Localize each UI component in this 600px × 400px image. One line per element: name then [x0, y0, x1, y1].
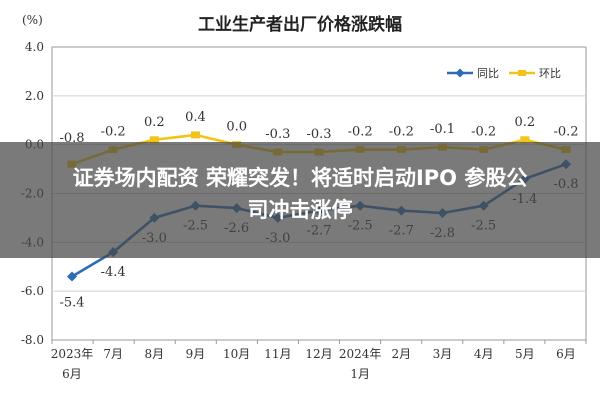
data-label: -0.2: [471, 125, 496, 140]
data-label: 0.4: [185, 110, 206, 125]
x-tick-label: 6月: [556, 347, 576, 361]
y-tick-label: 2.0: [25, 89, 44, 103]
chart-title: 工业生产者出厂价格涨跌幅: [198, 14, 402, 35]
data-label: -0.3: [306, 127, 331, 142]
x-tick-label: 11月: [264, 347, 291, 361]
data-label: -0.2: [101, 125, 126, 140]
x-tick-label: 9月: [186, 347, 206, 361]
x-tick-label: 8月: [145, 347, 165, 361]
data-label: -0.2: [553, 125, 578, 140]
y-tick-label: -6.0: [21, 284, 44, 298]
y-tick-label: -8.0: [21, 333, 44, 347]
data-point: [520, 136, 530, 144]
data-label: 0.2: [514, 115, 535, 130]
data-label: 0.2: [144, 115, 165, 130]
x-tick-label: 7月: [103, 347, 123, 361]
data-label: -0.2: [389, 125, 414, 140]
x-tick-label: 4月: [474, 347, 494, 361]
data-label: -0.1: [430, 122, 455, 137]
overlay-banner: [0, 142, 600, 258]
data-label: -5.4: [59, 296, 84, 311]
legend-label: 同比: [477, 67, 499, 80]
y-tick-label: 4.0: [25, 40, 44, 54]
legend-swatch-marker: [518, 70, 526, 76]
x-tick-label: 2月: [392, 347, 412, 361]
x-axis: 2023年 6月 7月 8月 9月 10月 11月 12月 2024年 1月 2月 3月 4月 5月 6月: [51, 340, 587, 381]
data-point: [191, 131, 200, 139]
x-tick-label: 2023年: [51, 347, 94, 361]
x-tick-label: 12月: [305, 347, 332, 361]
data-point: [67, 271, 77, 282]
x-tick-label: 1月: [350, 367, 370, 381]
data-point: [149, 136, 159, 144]
legend-label: 环比: [539, 67, 561, 80]
x-tick-label: 3月: [433, 347, 453, 361]
y-axis-unit: (%): [22, 13, 43, 27]
data-label: 0.0: [226, 120, 247, 135]
x-tick-label: 6月: [62, 367, 82, 381]
series-mom: -0.8 -0.20.2 0.40.0 -0.3 -0.3 -0.2 -0.2 -0.1 -0.…: [59, 110, 579, 168]
legend-swatch-marker: [455, 68, 465, 78]
x-tick-label: 5月: [515, 347, 535, 361]
overlay-headline[interactable]: 证券场内配资 荣耀突发！将适时启动IPO 参股公 司冲击涨停: [0, 162, 600, 226]
x-tick-label: 10月: [223, 347, 250, 361]
overlay-headline-line1: 证券场内配资 荣耀突发！将适时启动IPO 参股公: [72, 166, 528, 190]
data-label: -4.4: [101, 265, 126, 280]
data-label: -0.2: [348, 125, 373, 140]
data-label: -0.3: [265, 127, 290, 142]
legend: 同比 环比: [447, 67, 561, 80]
overlay-headline-line2: 司冲击涨停: [247, 198, 353, 222]
x-tick-label: 2024年: [339, 347, 382, 361]
